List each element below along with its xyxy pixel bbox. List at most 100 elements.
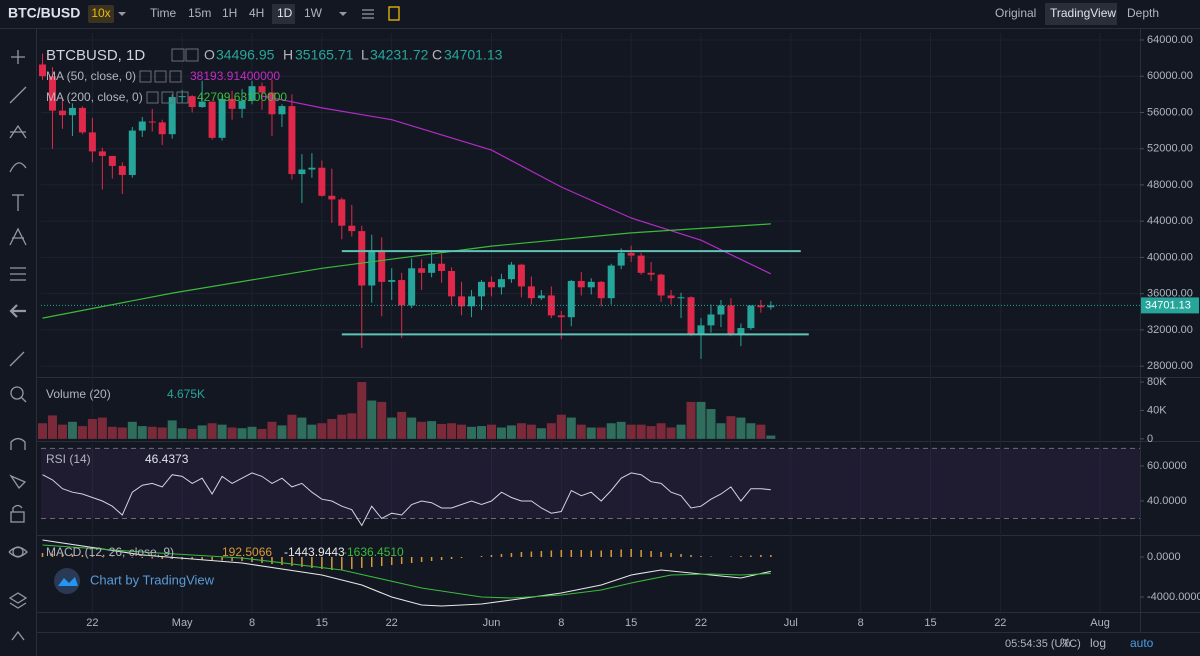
y-tick-label: 40.0000 bbox=[1147, 495, 1187, 507]
clock: 05:54:35 (UTC) bbox=[1005, 638, 1081, 650]
macd-histogram bbox=[410, 557, 413, 563]
x-tick-label: 8 bbox=[558, 617, 564, 629]
last-price-label: 34701.13 bbox=[1145, 299, 1191, 311]
candle-body bbox=[228, 98, 236, 109]
macd-histogram bbox=[380, 557, 383, 566]
candle-body bbox=[757, 305, 765, 308]
candle-body bbox=[487, 281, 495, 288]
volume-bar bbox=[496, 427, 506, 439]
macd-histogram bbox=[420, 557, 423, 562]
scale-option[interactable]: auto bbox=[1130, 636, 1154, 650]
volume-bar bbox=[546, 423, 556, 439]
volume-bar bbox=[287, 414, 297, 439]
settings-icon[interactable] bbox=[362, 9, 374, 19]
volume-bar bbox=[766, 435, 776, 439]
interval[interactable]: Time bbox=[150, 6, 177, 20]
macd-histogram bbox=[201, 557, 203, 560]
legend-button[interactable] bbox=[176, 91, 189, 104]
volume-bar bbox=[367, 400, 377, 439]
legend-readout: 192.5066 bbox=[222, 545, 272, 559]
view-active bbox=[1045, 3, 1117, 25]
candle-body bbox=[517, 264, 525, 287]
volume-bar bbox=[177, 428, 187, 439]
volume-bar bbox=[656, 423, 666, 439]
volume-bar bbox=[417, 421, 427, 439]
volume-bar bbox=[337, 414, 347, 439]
volume-bar bbox=[706, 409, 716, 439]
candle-body bbox=[438, 263, 446, 272]
candle-body bbox=[687, 297, 695, 334]
y-tick-label: 32000.00 bbox=[1147, 324, 1193, 336]
candle-body bbox=[657, 274, 665, 296]
legend-button[interactable] bbox=[171, 48, 185, 62]
macd-histogram bbox=[570, 550, 573, 557]
macd-histogram bbox=[490, 555, 493, 557]
watermark[interactable]: Chart by TradingView bbox=[90, 572, 215, 587]
volume-bar bbox=[57, 424, 67, 439]
volume-bar bbox=[117, 427, 127, 439]
interval[interactable]: 15m bbox=[188, 6, 211, 20]
macd-histogram bbox=[71, 554, 74, 557]
volume-bar bbox=[506, 425, 516, 439]
interval[interactable]: 4H bbox=[249, 6, 264, 20]
macd-histogram bbox=[620, 549, 622, 557]
macd-histogram bbox=[540, 551, 543, 557]
volume-bar bbox=[427, 421, 437, 439]
volume-bar bbox=[437, 423, 447, 439]
macd-histogram bbox=[680, 554, 682, 557]
candle-body bbox=[567, 280, 575, 318]
volume-bar bbox=[147, 426, 157, 439]
volume-bar bbox=[67, 421, 77, 439]
legend-button[interactable] bbox=[169, 70, 182, 83]
macd-histogram bbox=[61, 554, 64, 557]
drawing-tools[interactable] bbox=[8, 50, 28, 641]
macd-histogram bbox=[650, 551, 652, 557]
candle-body bbox=[288, 106, 296, 175]
view[interactable]: Depth bbox=[1127, 6, 1159, 20]
volume-bar bbox=[277, 425, 287, 439]
macd-histogram bbox=[690, 555, 692, 557]
leverage[interactable]: 10x bbox=[91, 6, 110, 20]
macd-histogram bbox=[510, 553, 513, 557]
volume-bar bbox=[447, 423, 457, 439]
candle-body bbox=[318, 167, 326, 196]
view[interactable]: TradingView bbox=[1050, 6, 1116, 20]
interval[interactable]: 1W bbox=[304, 6, 323, 20]
y-tick-label: 56000.00 bbox=[1147, 106, 1193, 118]
volume-bar bbox=[467, 426, 477, 439]
volume-bar bbox=[407, 417, 417, 439]
candle-body bbox=[767, 305, 775, 308]
legend-readout: -1443.9443 bbox=[284, 545, 345, 559]
macd-histogram bbox=[351, 557, 353, 569]
legend-button[interactable] bbox=[139, 70, 152, 83]
volume-bar bbox=[77, 426, 87, 439]
y-tick-label: 28000.00 bbox=[1147, 360, 1193, 372]
volume-bar bbox=[327, 418, 337, 439]
candle-body bbox=[338, 199, 346, 226]
volume-bar bbox=[207, 423, 217, 439]
legend-button[interactable] bbox=[154, 70, 167, 83]
volume-bar bbox=[267, 421, 277, 439]
legend-readout: -1636.4510 bbox=[343, 545, 404, 559]
legend-button[interactable] bbox=[161, 91, 174, 104]
legend-title: MACD (12, 26, close, 9) bbox=[46, 545, 174, 559]
macd-histogram bbox=[610, 550, 612, 557]
indicator-icon[interactable] bbox=[388, 6, 400, 21]
candle-body bbox=[198, 101, 206, 108]
scale-option[interactable]: % bbox=[1060, 636, 1071, 650]
view[interactable]: Original bbox=[995, 6, 1036, 20]
ohlc-value: 34231.72 bbox=[370, 47, 429, 63]
candle-body bbox=[468, 296, 476, 307]
legend-button[interactable] bbox=[185, 48, 199, 62]
interval[interactable]: 1H bbox=[222, 6, 237, 20]
candle-body bbox=[278, 106, 286, 115]
volume-bar bbox=[566, 417, 576, 439]
x-tick-label: Jun bbox=[483, 617, 501, 629]
symbol[interactable]: BTC/BUSD bbox=[8, 5, 80, 21]
interval[interactable]: 1D bbox=[277, 6, 293, 20]
candle-body bbox=[677, 297, 685, 299]
legend-button[interactable] bbox=[146, 91, 159, 104]
scale-option[interactable]: log bbox=[1090, 636, 1106, 650]
interval-menu[interactable] bbox=[339, 12, 347, 16]
